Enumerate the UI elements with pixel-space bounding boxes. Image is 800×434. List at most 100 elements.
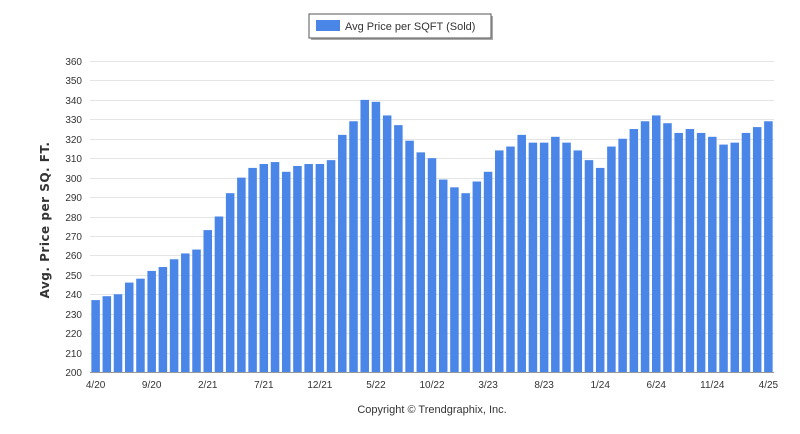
y-tick-label: 320	[65, 135, 82, 146]
y-tick-label: 310	[65, 154, 82, 165]
bar	[394, 125, 403, 372]
y-tick-label: 240	[65, 290, 82, 301]
bar	[562, 142, 571, 372]
bar	[551, 136, 560, 372]
bar	[371, 101, 381, 372]
bar	[338, 134, 347, 372]
x-tick-label: 4/25	[759, 380, 779, 391]
bar	[169, 259, 179, 372]
y-axis-title: Avg. Price per SQ. FT.	[38, 142, 52, 299]
bar	[674, 132, 683, 372]
bar	[315, 164, 325, 372]
bar	[741, 132, 751, 372]
bar	[461, 193, 470, 372]
bar	[203, 230, 212, 372]
x-tick-label: 3/23	[478, 380, 498, 391]
x-tick-label: 11/24	[700, 380, 725, 391]
x-tick-label: 12/21	[307, 380, 332, 391]
bar	[685, 129, 695, 372]
bar	[281, 171, 291, 372]
bar	[472, 181, 482, 372]
bar	[629, 129, 639, 372]
bar	[573, 150, 583, 372]
x-tick-label: 4/20	[86, 380, 106, 391]
bar	[192, 249, 201, 372]
bars	[91, 99, 773, 373]
x-tick-label: 7/21	[254, 380, 274, 391]
y-axis: 200 210 220 230 240 250 260 270 280 290 300 310 320 3…	[65, 57, 82, 379]
bar	[360, 99, 369, 373]
y-tick-label: 270	[65, 232, 82, 243]
y-tick-label: 280	[65, 213, 82, 224]
x-tick-label: 10/22	[419, 380, 444, 391]
bar	[584, 160, 594, 372]
bar	[483, 171, 493, 372]
bar	[147, 270, 156, 372]
y-tick-label: 210	[65, 349, 82, 360]
y-tick-label: 330	[65, 115, 82, 126]
bar	[405, 140, 414, 372]
y-tick-label: 340	[65, 96, 82, 107]
y-tick-label: 200	[65, 368, 82, 379]
legend-label: Avg Price per SQFT (Sold)	[345, 21, 475, 33]
bar	[517, 134, 526, 372]
bar	[326, 160, 336, 372]
x-tick-label: 8/23	[534, 380, 554, 391]
bar	[91, 300, 100, 372]
bar	[158, 267, 168, 372]
bar	[719, 144, 728, 372]
bar	[438, 179, 448, 372]
bar	[607, 146, 616, 372]
bar	[102, 296, 112, 372]
bar	[304, 164, 313, 372]
bar	[506, 146, 515, 372]
bar	[270, 162, 280, 372]
bar	[248, 167, 257, 372]
x-tick-label: 2/21	[198, 380, 218, 391]
bar	[528, 142, 538, 372]
bar	[495, 150, 504, 372]
x-tick-label: 9/20	[142, 380, 162, 391]
bar	[113, 294, 123, 372]
y-tick-label: 360	[65, 57, 82, 68]
bar	[214, 216, 224, 372]
bar	[225, 193, 235, 372]
x-tick-label: 1/24	[590, 380, 610, 391]
bar	[293, 165, 302, 372]
bar	[708, 136, 717, 372]
bar	[764, 121, 773, 372]
y-tick-label: 300	[65, 174, 82, 185]
bar	[124, 282, 134, 372]
copyright-text: Copyright © Trendgraphix, Inc.	[357, 404, 506, 416]
bar	[136, 278, 145, 372]
bar	[730, 142, 740, 372]
y-tick-label: 230	[65, 310, 82, 321]
legend: Avg Price per SQFT (Sold)	[308, 13, 493, 40]
x-tick-label: 5/22	[366, 380, 386, 391]
bar	[640, 121, 650, 372]
bar	[663, 123, 672, 372]
bar	[416, 152, 426, 372]
bar	[652, 115, 661, 373]
bar	[181, 253, 190, 372]
y-tick-label: 260	[65, 251, 82, 262]
bar	[427, 158, 437, 372]
y-tick-label: 290	[65, 193, 82, 204]
bar	[595, 167, 605, 372]
bar	[382, 115, 392, 373]
bar	[349, 121, 358, 372]
x-tick-label: 6/24	[647, 380, 667, 391]
bar	[539, 142, 549, 372]
bar	[752, 127, 762, 372]
x-axis: 4/20 9/20 2/21 7/21 12/21 5/22 10/22 3/23 8/23 1/…	[86, 372, 779, 391]
y-tick-label: 250	[65, 271, 82, 282]
y-tick-label: 220	[65, 329, 82, 340]
bar	[696, 132, 706, 372]
bar	[259, 164, 269, 372]
y-tick-label: 350	[65, 76, 82, 87]
legend-swatch	[316, 20, 340, 31]
bar	[450, 187, 459, 372]
bar	[237, 177, 246, 373]
bar	[618, 138, 627, 372]
